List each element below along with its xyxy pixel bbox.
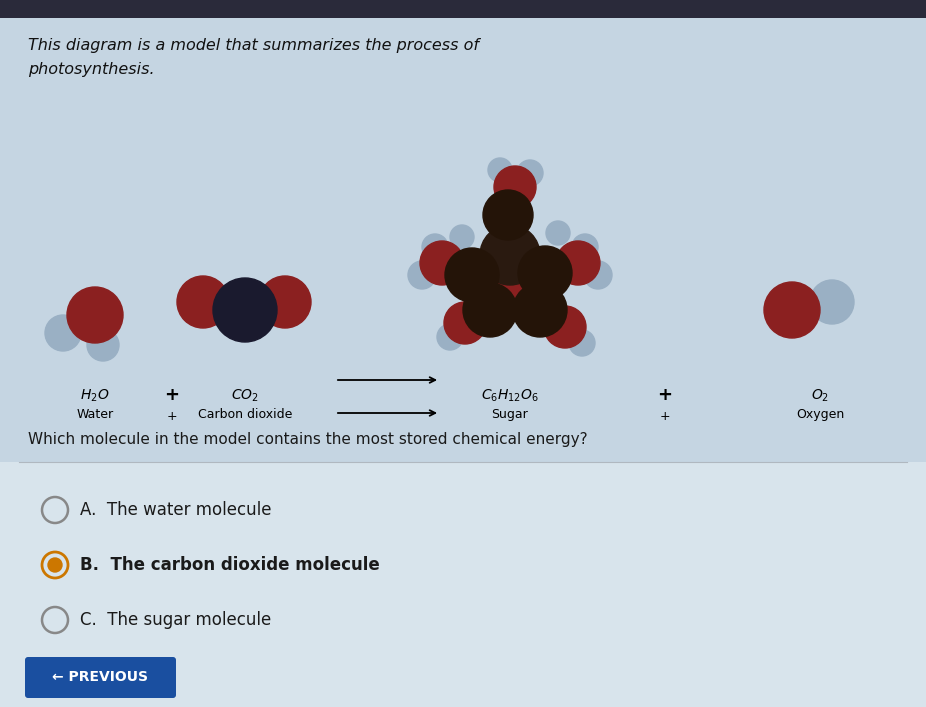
Circle shape [810,280,854,324]
Text: Carbon dioxide: Carbon dioxide [198,408,293,421]
Text: ← PREVIOUS: ← PREVIOUS [52,670,148,684]
Circle shape [408,261,436,289]
Text: +: + [659,410,670,423]
Text: This diagram is a model that summarizes the process of: This diagram is a model that summarizes … [28,38,479,53]
Circle shape [513,283,567,337]
Text: Oxygen: Oxygen [795,408,845,421]
Circle shape [445,248,499,302]
Text: $CO_2$: $CO_2$ [232,388,259,404]
Text: +: + [167,410,177,423]
Text: +: + [165,386,180,404]
Text: $C_6H_{12}O_6$: $C_6H_{12}O_6$ [482,388,539,404]
Text: B.  The carbon dioxide molecule: B. The carbon dioxide molecule [80,556,380,574]
Circle shape [544,306,586,348]
Text: photosynthesis.: photosynthesis. [28,62,155,77]
Circle shape [569,330,595,356]
Circle shape [177,276,229,328]
Circle shape [437,324,463,350]
Circle shape [450,225,474,249]
Circle shape [487,267,523,303]
FancyBboxPatch shape [0,462,926,707]
Text: C.  The sugar molecule: C. The sugar molecule [80,611,271,629]
Circle shape [556,241,600,285]
Circle shape [422,234,448,260]
FancyBboxPatch shape [25,657,176,698]
Circle shape [764,282,820,338]
Circle shape [48,558,62,572]
Circle shape [517,160,543,186]
Circle shape [444,302,486,344]
Circle shape [463,283,517,337]
FancyBboxPatch shape [0,0,926,18]
Text: $O_2$: $O_2$ [811,388,829,404]
Circle shape [488,158,512,182]
Circle shape [259,276,311,328]
Circle shape [518,246,572,300]
Circle shape [572,234,598,260]
Circle shape [480,225,540,285]
Circle shape [546,221,570,245]
Circle shape [67,287,123,343]
Text: +: + [657,386,672,404]
Circle shape [584,261,612,289]
Text: $H_2O$: $H_2O$ [81,388,109,404]
Text: Which molecule in the model contains the most stored chemical energy?: Which molecule in the model contains the… [28,432,588,447]
Circle shape [213,278,277,342]
Text: A.  The water molecule: A. The water molecule [80,501,271,519]
Circle shape [87,329,119,361]
Circle shape [420,241,464,285]
Text: Water: Water [77,408,114,421]
Circle shape [494,166,536,208]
Text: Sugar: Sugar [492,408,529,421]
Circle shape [45,315,81,351]
Circle shape [483,190,533,240]
